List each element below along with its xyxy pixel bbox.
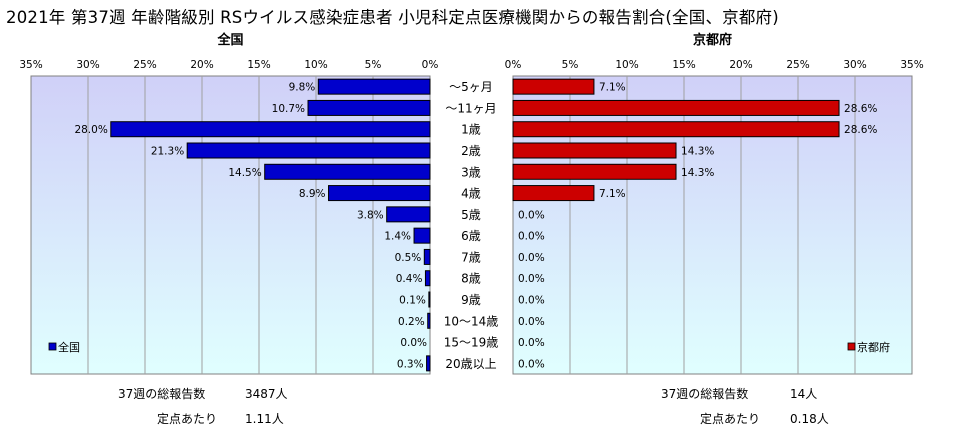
national-value-label: 21.3% — [151, 146, 184, 158]
national-bar — [317, 78, 431, 95]
national-bar — [424, 270, 431, 287]
kyoto-x-tick-label: 35% — [900, 59, 923, 71]
kyoto-plot-area — [512, 75, 913, 375]
kyoto-value-label: 7.1% — [599, 82, 626, 94]
kyoto-x-tick-label: 15% — [672, 59, 695, 71]
national-value-label: 9.8% — [289, 82, 316, 94]
kyoto-x-tick-label: 5% — [562, 59, 579, 71]
category-label: 6歳 — [461, 229, 481, 243]
kyoto-value-label: 7.1% — [599, 188, 626, 200]
kyoto-per-value: 0.18人 — [790, 412, 829, 426]
category-label: 1歳 — [461, 123, 481, 137]
category-label: ～5ヶ月 — [449, 80, 493, 94]
national-bar — [426, 355, 431, 372]
national-bar — [427, 312, 431, 329]
kyoto-bar — [512, 78, 595, 95]
national-bar — [328, 185, 431, 202]
national-value-label: 0.5% — [395, 252, 422, 264]
national-x-tick-label: 15% — [247, 59, 270, 71]
kyoto-bar — [512, 121, 840, 138]
national-value-label: 0.2% — [398, 316, 425, 328]
population-pyramid-chart: 0% 5% 10% 15% 20% 25% 30% 35% 全国 9.8% 10.7% 28.0% 21… — [19, 32, 924, 375]
kyoto-per-label: 定点あたり — [700, 412, 761, 426]
national-bar — [186, 142, 431, 159]
category-label: 7歳 — [461, 250, 481, 264]
kyoto-panel-title: 京都府 — [693, 32, 732, 48]
national-bar — [413, 227, 431, 244]
category-label: 5歳 — [461, 208, 481, 222]
kyoto-value-label: 28.6% — [844, 124, 877, 136]
national-value-label: 10.7% — [272, 103, 305, 115]
kyoto-bar — [512, 185, 595, 202]
national-bar — [110, 121, 431, 138]
national-per-value: 1.11人 — [245, 412, 284, 426]
national-legend-label: 全国 — [58, 340, 80, 354]
national-legend-swatch — [48, 342, 57, 351]
national-value-label: 1.4% — [384, 231, 411, 243]
category-label: 4歳 — [461, 187, 481, 201]
category-label: 3歳 — [461, 165, 481, 179]
category-label: 10～14歳 — [444, 314, 499, 328]
kyoto-bar — [512, 142, 677, 159]
national-total-label: 37週の総報告数 — [118, 387, 206, 401]
national-x-tick-label: 20% — [190, 59, 213, 71]
national-bar — [423, 248, 431, 265]
national-x-tick-label: 35% — [19, 59, 42, 71]
kyoto-value-label: 0.0% — [518, 209, 545, 221]
national-value-label: 0.1% — [399, 295, 426, 307]
national-panel-title: 全国 — [216, 32, 243, 48]
national-x-tick-label: 30% — [76, 59, 99, 71]
national-value-label: 14.5% — [228, 167, 261, 179]
kyoto-x-tick-label: 10% — [615, 59, 638, 71]
category-label: 2歳 — [461, 144, 481, 158]
national-value-label: 0.0% — [400, 337, 427, 349]
category-label: 9歳 — [461, 293, 481, 307]
kyoto-x-tick-label: 30% — [843, 59, 866, 71]
national-bar — [386, 206, 431, 223]
kyoto-legend-swatch — [847, 342, 856, 351]
national-x-tick-label: 10% — [304, 59, 327, 71]
kyoto-value-label: 28.6% — [844, 103, 877, 115]
national-x-tick-label: 0% — [422, 59, 439, 71]
category-label: 8歳 — [461, 272, 481, 286]
national-bar — [428, 291, 431, 308]
kyoto-value-label: 0.0% — [518, 252, 545, 264]
chart-title: 2021年 第37週 年齢階級別 RSウイルス感染症患者 小児科定点医療機関から… — [6, 8, 779, 27]
kyoto-total-value: 14人 — [790, 387, 818, 401]
kyoto-value-label: 14.3% — [681, 167, 714, 179]
kyoto-value-label: 0.0% — [518, 358, 545, 370]
kyoto-value-label: 0.0% — [518, 337, 545, 349]
national-x-tick-label: 5% — [365, 59, 382, 71]
kyoto-value-label: 14.3% — [681, 146, 714, 158]
kyoto-value-label: 0.0% — [518, 316, 545, 328]
national-value-label: 28.0% — [74, 124, 107, 136]
national-value-label: 3.8% — [357, 209, 384, 221]
national-total-value: 3487人 — [245, 387, 288, 401]
kyoto-bar — [512, 163, 677, 180]
national-value-label: 0.4% — [396, 273, 423, 285]
category-label: 15～19歳 — [444, 336, 499, 350]
kyoto-x-tick-label: 0% — [505, 59, 522, 71]
national-value-label: 8.9% — [299, 188, 326, 200]
national-plot-area — [30, 75, 431, 375]
national-bar — [307, 99, 431, 116]
national-x-tick-label: 25% — [133, 59, 156, 71]
kyoto-legend-label: 京都府 — [857, 340, 890, 354]
kyoto-bar — [512, 99, 840, 116]
national-bar — [264, 163, 431, 180]
category-label: 20歳以上 — [445, 357, 496, 371]
kyoto-total-label: 37週の総報告数 — [661, 387, 749, 401]
kyoto-value-label: 0.0% — [518, 273, 545, 285]
kyoto-value-label: 0.0% — [518, 295, 545, 307]
kyoto-x-tick-label: 25% — [786, 59, 809, 71]
kyoto-x-tick-label: 20% — [729, 59, 752, 71]
national-per-label: 定点あたり — [157, 412, 218, 426]
kyoto-value-label: 0.0% — [518, 231, 545, 243]
national-value-label: 0.3% — [397, 358, 424, 370]
category-label: ～11ヶ月 — [445, 101, 496, 115]
